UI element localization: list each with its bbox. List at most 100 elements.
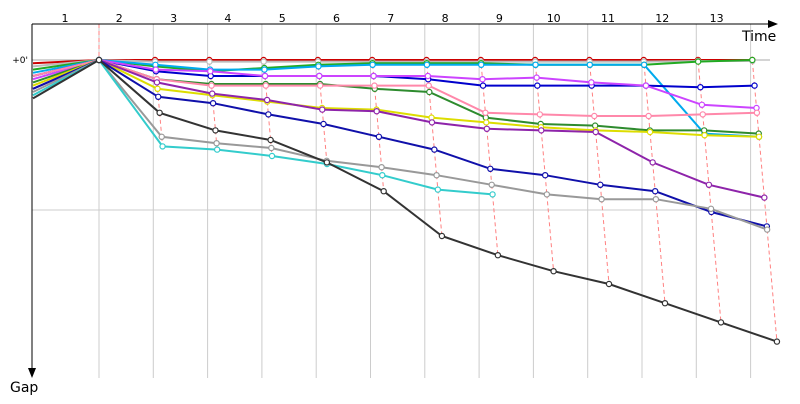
data-point — [765, 227, 770, 232]
rank-connector — [324, 124, 327, 161]
data-point — [380, 173, 385, 178]
data-point — [429, 120, 434, 125]
data-point — [214, 141, 219, 146]
data-point — [490, 192, 495, 197]
data-point — [587, 62, 592, 67]
data-point — [371, 73, 376, 78]
x-tick-label: 3 — [170, 12, 177, 25]
series-lines — [33, 57, 780, 344]
data-point — [593, 129, 598, 134]
data-point — [598, 182, 603, 187]
rank-connector — [656, 199, 665, 303]
data-point — [381, 189, 386, 194]
data-point — [262, 73, 267, 78]
x-tick-label: 9 — [496, 12, 503, 25]
data-point — [606, 281, 611, 286]
y-axis-arrow-icon — [28, 368, 36, 378]
data-point — [539, 128, 544, 133]
x-axis-label: Time — [741, 29, 776, 45]
x-tick-label: 13 — [710, 12, 724, 25]
data-point — [268, 137, 273, 142]
data-point — [551, 269, 556, 274]
data-point — [379, 165, 384, 170]
x-tick-label: 7 — [387, 12, 394, 25]
data-point — [718, 320, 723, 325]
rank-connector — [767, 230, 777, 342]
rank-connector — [434, 150, 436, 176]
data-point — [762, 195, 767, 200]
data-point — [96, 57, 101, 62]
data-point — [159, 134, 164, 139]
data-point — [265, 97, 270, 102]
data-point — [213, 128, 218, 133]
data-point — [324, 160, 329, 165]
data-point — [750, 57, 755, 62]
rank-connector — [213, 103, 215, 130]
data-point — [543, 173, 548, 178]
x-tick-label: 1 — [62, 12, 69, 25]
data-point — [700, 112, 705, 117]
rank-connector — [650, 132, 653, 162]
x-tick-label: 11 — [601, 12, 615, 25]
data-point — [756, 134, 761, 139]
x-axis-arrow-icon — [768, 20, 778, 28]
rank-connector — [537, 86, 540, 115]
data-point — [489, 182, 494, 187]
data-point — [155, 86, 160, 91]
data-point — [376, 134, 381, 139]
rank-connector — [377, 111, 379, 137]
data-point — [702, 133, 707, 138]
data-point — [321, 121, 326, 126]
data-point — [484, 126, 489, 131]
data-point — [208, 69, 213, 74]
data-point — [262, 67, 267, 72]
data-point — [599, 197, 604, 202]
data-point — [706, 182, 711, 187]
x-tick-label: 12 — [655, 12, 669, 25]
rank-connector — [429, 92, 431, 118]
data-point — [642, 62, 647, 67]
data-point — [653, 197, 658, 202]
y-axis-label: Gap — [10, 380, 38, 396]
data-point — [266, 112, 271, 117]
data-point — [479, 62, 484, 67]
x-tick-label: 6 — [333, 12, 340, 25]
data-point — [592, 113, 597, 118]
data-point — [316, 64, 321, 69]
y-tick-label: +0' — [12, 56, 28, 66]
data-point — [534, 75, 539, 80]
data-point — [269, 153, 274, 158]
data-point — [662, 301, 667, 306]
data-point — [488, 166, 493, 171]
x-tick-label: 5 — [279, 12, 286, 25]
data-point — [533, 62, 538, 67]
data-point — [153, 67, 158, 72]
rank-connector — [755, 86, 757, 108]
data-point — [160, 144, 165, 149]
data-point — [480, 77, 485, 82]
data-point — [317, 73, 322, 78]
rank-connector — [698, 62, 700, 88]
data-point — [643, 83, 648, 88]
rank-connector — [596, 132, 601, 185]
data-point — [439, 233, 444, 238]
data-point — [696, 59, 701, 64]
data-point — [435, 187, 440, 192]
data-point — [699, 102, 704, 107]
x-tick-label: 10 — [547, 12, 561, 25]
rank-connector — [483, 86, 485, 113]
data-point — [537, 112, 542, 117]
rank-connector — [547, 194, 554, 271]
x-tick-label: 2 — [116, 12, 123, 25]
data-point — [261, 59, 266, 64]
data-point — [708, 206, 713, 211]
rank-connector — [646, 86, 649, 116]
data-point — [646, 113, 651, 118]
data-point — [544, 192, 549, 197]
data-point — [653, 189, 658, 194]
data-point — [647, 129, 652, 134]
data-point — [754, 110, 759, 115]
rank-connector — [709, 185, 711, 209]
